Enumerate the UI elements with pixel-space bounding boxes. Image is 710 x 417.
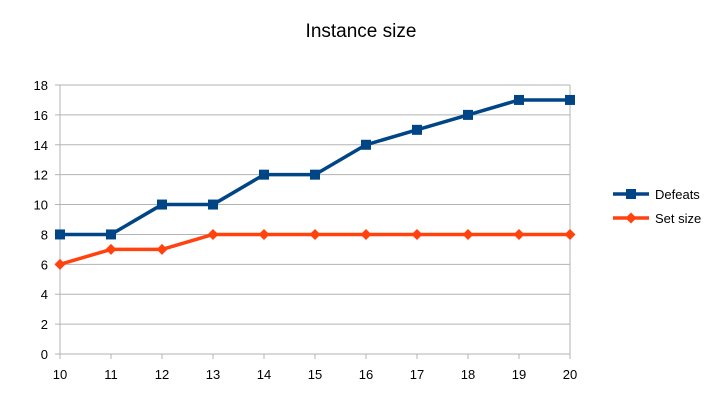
x-tick-label: 19 xyxy=(512,367,526,382)
data-point xyxy=(309,228,321,240)
chart-title: Instance size xyxy=(305,21,417,42)
data-point xyxy=(565,94,575,105)
y-tick-label: 2 xyxy=(41,317,48,332)
data-point xyxy=(207,228,219,240)
legend-marker-1 xyxy=(625,212,637,224)
y-tick-label: 4 xyxy=(41,287,48,302)
y-tick-label: 0 xyxy=(41,347,48,362)
data-point xyxy=(310,169,320,180)
axes: 0 2 4 6 8 10 12 14 16 18 10 11 12 13 14 15 16 17 18 19 20 xyxy=(34,78,578,382)
data-point xyxy=(105,243,117,255)
series-line-0 xyxy=(60,98,570,237)
data-point xyxy=(208,199,218,210)
x-tick-label: 20 xyxy=(563,367,577,382)
legend: Defeats Set size xyxy=(613,187,701,226)
data-point xyxy=(157,199,167,210)
y-tick-label: 8 xyxy=(41,227,48,242)
series xyxy=(54,94,576,270)
x-tick-label: 18 xyxy=(461,367,475,382)
data-point xyxy=(361,139,371,150)
legend-marker-0 xyxy=(626,189,636,199)
x-tick-label: 17 xyxy=(410,367,424,382)
y-tick-label: 10 xyxy=(34,198,48,213)
x-tick-label: 15 xyxy=(308,367,322,382)
legend-label: Defeats xyxy=(655,187,700,202)
x-tick-label: 10 xyxy=(53,367,67,382)
y-tick-label: 14 xyxy=(34,138,48,153)
y-tick-label: 16 xyxy=(34,108,48,123)
y-tick-label: 18 xyxy=(34,78,48,93)
data-point xyxy=(463,109,473,120)
x-tick-label: 13 xyxy=(206,367,220,382)
data-point xyxy=(513,228,525,240)
y-tick-label: 12 xyxy=(34,168,48,183)
data-point xyxy=(106,229,116,240)
x-tick-label: 12 xyxy=(155,367,169,382)
data-point xyxy=(54,258,66,270)
data-point xyxy=(564,228,576,240)
x-tick-label: 11 xyxy=(104,367,118,382)
data-point xyxy=(412,124,422,135)
data-point xyxy=(258,228,270,240)
x-tick-label: 16 xyxy=(359,367,373,382)
y-tick-label: 6 xyxy=(41,257,48,272)
x-tick-label: 14 xyxy=(257,367,271,382)
data-point xyxy=(259,169,269,180)
data-point xyxy=(514,94,524,105)
data-point xyxy=(411,228,423,240)
legend-label: Set size xyxy=(655,211,701,226)
data-point xyxy=(156,243,168,255)
data-point xyxy=(462,228,474,240)
data-point xyxy=(360,228,372,240)
data-point xyxy=(55,229,65,240)
